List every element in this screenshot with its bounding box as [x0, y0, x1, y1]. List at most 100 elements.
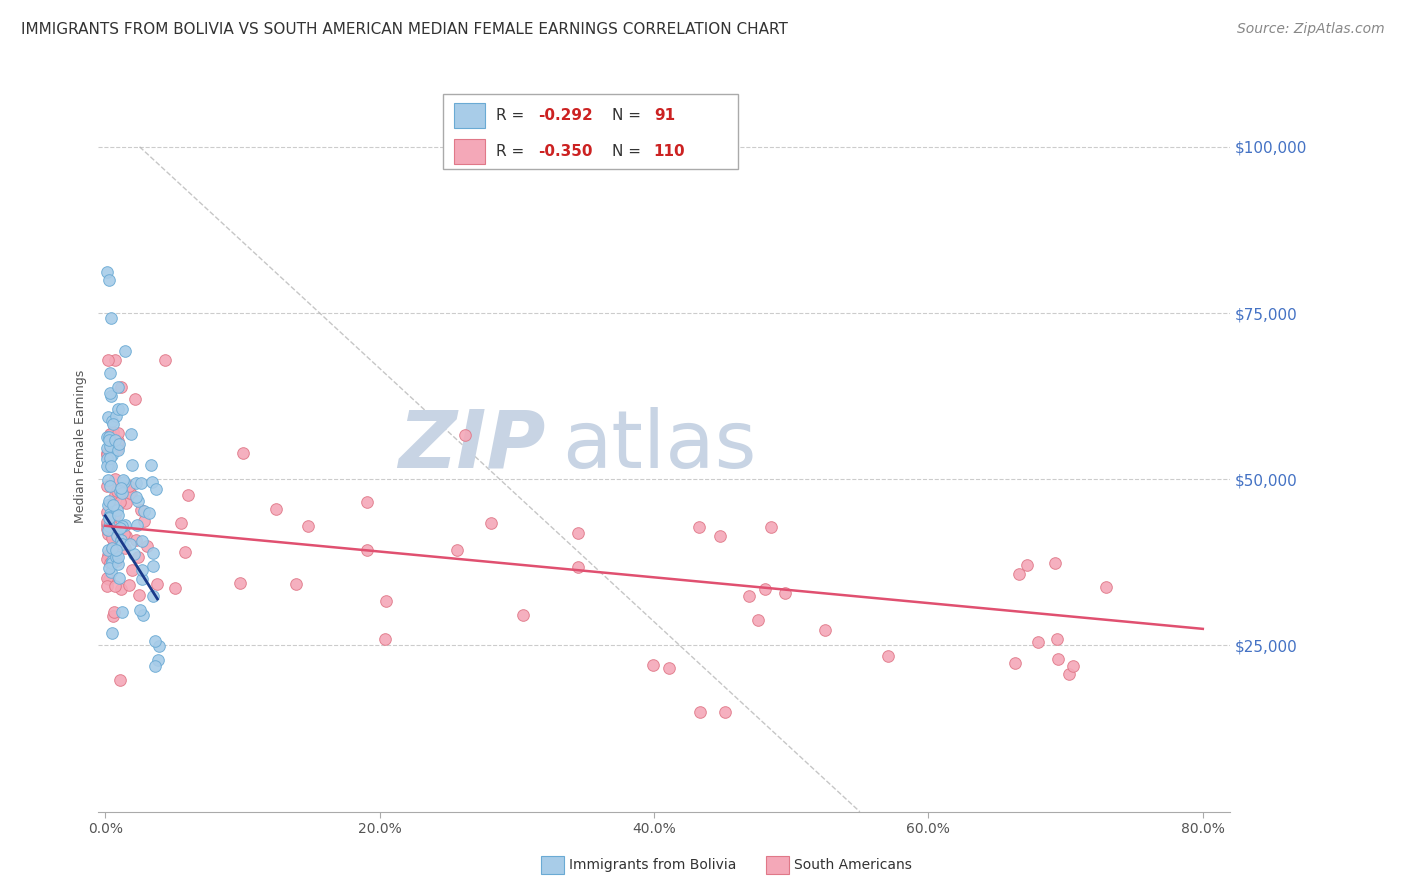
- Point: [97, 498, 120, 512]
- Point: [131, 573, 153, 587]
- Point: [446, 543, 468, 558]
- Point: [96, 552, 118, 566]
- Point: [228, 575, 250, 590]
- Point: [103, 605, 125, 619]
- Point: [103, 536, 125, 550]
- Point: [688, 520, 710, 534]
- Point: [100, 556, 122, 570]
- Point: [689, 705, 711, 719]
- Point: [127, 493, 149, 508]
- Text: Source: ZipAtlas.com: Source: ZipAtlas.com: [1237, 22, 1385, 37]
- Point: [141, 546, 163, 560]
- Point: [97, 433, 120, 447]
- Point: [107, 402, 129, 417]
- Point: [1062, 658, 1084, 673]
- Point: [97, 473, 120, 487]
- Point: [356, 543, 378, 558]
- Point: [105, 484, 128, 499]
- Point: [97, 493, 120, 508]
- Point: [1046, 632, 1069, 646]
- Point: [96, 522, 118, 536]
- Point: [101, 520, 124, 534]
- Point: [101, 425, 124, 440]
- Point: [97, 523, 120, 537]
- Point: [107, 442, 129, 457]
- Point: [105, 540, 128, 554]
- Point: [104, 409, 127, 423]
- Point: [107, 549, 129, 564]
- Point: [110, 402, 132, 417]
- Text: ZIP: ZIP: [398, 407, 546, 485]
- Point: [105, 503, 128, 517]
- Point: [118, 577, 141, 591]
- Point: [132, 504, 155, 518]
- Point: [134, 514, 156, 528]
- Point: [876, 649, 898, 664]
- Point: [131, 563, 153, 577]
- Point: [479, 516, 502, 531]
- Point: [121, 563, 143, 577]
- Point: [142, 559, 165, 574]
- Point: [177, 488, 200, 502]
- Point: [285, 577, 308, 591]
- Point: [567, 559, 589, 574]
- Point: [124, 533, 146, 548]
- Text: -0.292: -0.292: [538, 109, 593, 123]
- Point: [641, 657, 664, 672]
- Point: [101, 608, 124, 623]
- Point: [135, 540, 157, 554]
- Point: [111, 605, 134, 619]
- Text: 110: 110: [654, 145, 685, 159]
- Point: [125, 476, 148, 491]
- Point: [110, 533, 132, 547]
- Point: [105, 549, 128, 564]
- Point: [128, 588, 150, 602]
- Point: [131, 607, 153, 622]
- Point: [374, 632, 396, 646]
- Point: [104, 579, 127, 593]
- Point: [107, 442, 129, 456]
- Point: [138, 506, 160, 520]
- Text: -0.350: -0.350: [538, 145, 593, 159]
- Point: [117, 485, 139, 500]
- Point: [97, 430, 120, 444]
- Point: [97, 352, 120, 367]
- Point: [96, 459, 118, 474]
- Point: [107, 557, 129, 571]
- Point: [100, 311, 122, 326]
- Point: [104, 433, 127, 447]
- Point: [96, 446, 118, 460]
- Point: [104, 352, 127, 367]
- Point: [714, 705, 737, 719]
- Point: [98, 478, 121, 492]
- Point: [96, 571, 118, 585]
- Point: [98, 548, 121, 562]
- Point: [747, 613, 769, 627]
- Point: [98, 561, 121, 575]
- Point: [709, 528, 731, 542]
- Point: [454, 427, 477, 442]
- Point: [107, 426, 129, 441]
- Point: [104, 554, 127, 568]
- Text: Immigrants from Bolivia: Immigrants from Bolivia: [569, 858, 737, 872]
- Point: [101, 541, 124, 556]
- Point: [96, 516, 118, 530]
- Text: R =: R =: [496, 109, 530, 123]
- Point: [356, 495, 378, 509]
- Point: [110, 495, 132, 509]
- Point: [125, 518, 148, 533]
- Point: [148, 652, 170, 666]
- Point: [98, 518, 121, 533]
- Point: [105, 529, 128, 543]
- Point: [110, 481, 132, 495]
- Point: [131, 533, 153, 548]
- Point: [96, 579, 118, 593]
- Point: [297, 518, 319, 533]
- Point: [98, 509, 121, 524]
- Point: [100, 531, 122, 545]
- Point: [266, 502, 288, 516]
- Text: IMMIGRANTS FROM BOLIVIA VS SOUTH AMERICAN MEDIAN FEMALE EARNINGS CORRELATION CHA: IMMIGRANTS FROM BOLIVIA VS SOUTH AMERICA…: [21, 22, 787, 37]
- Point: [115, 496, 138, 510]
- Point: [107, 434, 129, 448]
- Point: [738, 590, 761, 604]
